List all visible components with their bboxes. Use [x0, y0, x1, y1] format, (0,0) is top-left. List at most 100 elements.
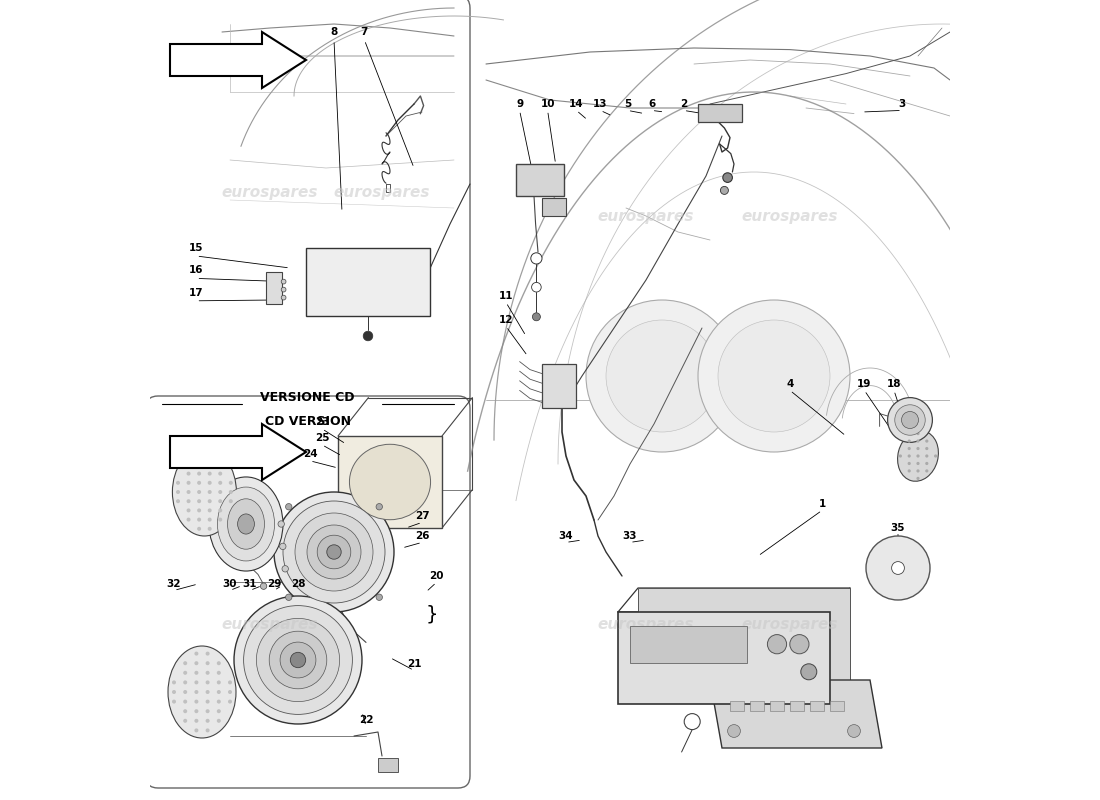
- Circle shape: [916, 477, 920, 480]
- Circle shape: [892, 562, 904, 574]
- Circle shape: [531, 253, 542, 264]
- Circle shape: [197, 518, 201, 522]
- Circle shape: [197, 453, 201, 457]
- Circle shape: [916, 470, 920, 473]
- Text: 19: 19: [857, 379, 871, 389]
- Text: 22: 22: [359, 715, 373, 725]
- Circle shape: [195, 699, 198, 704]
- Circle shape: [229, 490, 233, 494]
- Text: 1: 1: [818, 499, 826, 509]
- Circle shape: [916, 454, 920, 458]
- Circle shape: [176, 490, 180, 494]
- Circle shape: [908, 454, 911, 458]
- Text: 21: 21: [407, 659, 421, 669]
- Text: eurospares: eurospares: [741, 209, 838, 223]
- Bar: [516, 164, 564, 196]
- Circle shape: [286, 594, 292, 601]
- Text: 18: 18: [887, 379, 901, 389]
- Circle shape: [801, 664, 817, 680]
- Circle shape: [218, 490, 222, 494]
- Bar: [338, 436, 442, 528]
- Circle shape: [243, 606, 352, 714]
- Circle shape: [363, 331, 373, 341]
- Text: 17: 17: [189, 288, 204, 298]
- Bar: [542, 364, 575, 408]
- Circle shape: [208, 526, 211, 531]
- Circle shape: [279, 543, 286, 550]
- Circle shape: [187, 490, 190, 494]
- Circle shape: [217, 670, 221, 675]
- Circle shape: [925, 470, 928, 473]
- Circle shape: [197, 471, 201, 475]
- Text: 29: 29: [267, 579, 282, 589]
- Circle shape: [195, 680, 198, 685]
- Circle shape: [197, 509, 201, 513]
- Text: 25: 25: [315, 434, 329, 443]
- Bar: [730, 701, 745, 710]
- Circle shape: [916, 432, 920, 435]
- Circle shape: [925, 462, 928, 465]
- FancyBboxPatch shape: [146, 0, 470, 408]
- Text: 6: 6: [648, 99, 656, 109]
- Bar: [750, 701, 764, 710]
- Bar: [790, 701, 804, 710]
- Ellipse shape: [350, 444, 430, 520]
- Circle shape: [286, 503, 292, 510]
- Text: CD VERSION: CD VERSION: [265, 415, 351, 428]
- Bar: [630, 626, 747, 662]
- Text: 7: 7: [361, 27, 368, 37]
- Text: 15: 15: [189, 243, 204, 253]
- Circle shape: [184, 670, 187, 675]
- Bar: [698, 104, 742, 122]
- Text: 24: 24: [302, 450, 317, 459]
- Circle shape: [218, 462, 222, 466]
- Circle shape: [282, 295, 286, 300]
- Circle shape: [208, 481, 211, 485]
- Circle shape: [197, 490, 201, 494]
- Circle shape: [218, 471, 222, 475]
- Text: eurospares: eurospares: [597, 617, 694, 631]
- Bar: [830, 701, 845, 710]
- Circle shape: [217, 680, 221, 685]
- Text: 20: 20: [429, 571, 443, 581]
- Circle shape: [327, 545, 341, 559]
- Circle shape: [187, 518, 190, 522]
- Circle shape: [195, 728, 198, 733]
- Circle shape: [197, 526, 201, 531]
- Text: 23: 23: [315, 418, 329, 427]
- Circle shape: [218, 481, 222, 485]
- Circle shape: [698, 300, 850, 452]
- Circle shape: [295, 513, 373, 591]
- Circle shape: [280, 642, 316, 678]
- Text: 34: 34: [559, 531, 573, 541]
- Polygon shape: [170, 32, 306, 88]
- Circle shape: [916, 439, 920, 442]
- Circle shape: [720, 186, 728, 194]
- Circle shape: [184, 680, 187, 685]
- Circle shape: [197, 481, 201, 485]
- Circle shape: [317, 535, 351, 569]
- Text: 5: 5: [624, 99, 631, 109]
- Ellipse shape: [168, 646, 236, 738]
- Circle shape: [187, 471, 190, 475]
- Circle shape: [217, 661, 221, 666]
- Circle shape: [925, 447, 928, 450]
- Bar: [638, 588, 850, 680]
- Circle shape: [684, 714, 701, 730]
- Circle shape: [261, 583, 267, 590]
- Circle shape: [206, 670, 210, 675]
- Text: 3: 3: [899, 99, 905, 109]
- Circle shape: [229, 499, 233, 503]
- Circle shape: [790, 634, 808, 654]
- Circle shape: [606, 320, 718, 432]
- Text: 9: 9: [516, 99, 524, 109]
- Circle shape: [187, 481, 190, 485]
- Text: 30: 30: [222, 579, 238, 589]
- Text: VERSIONE CD: VERSIONE CD: [261, 391, 355, 404]
- Circle shape: [172, 699, 176, 704]
- Circle shape: [217, 699, 221, 704]
- Bar: [542, 198, 566, 216]
- Circle shape: [218, 509, 222, 513]
- Circle shape: [184, 699, 187, 704]
- Circle shape: [208, 471, 211, 475]
